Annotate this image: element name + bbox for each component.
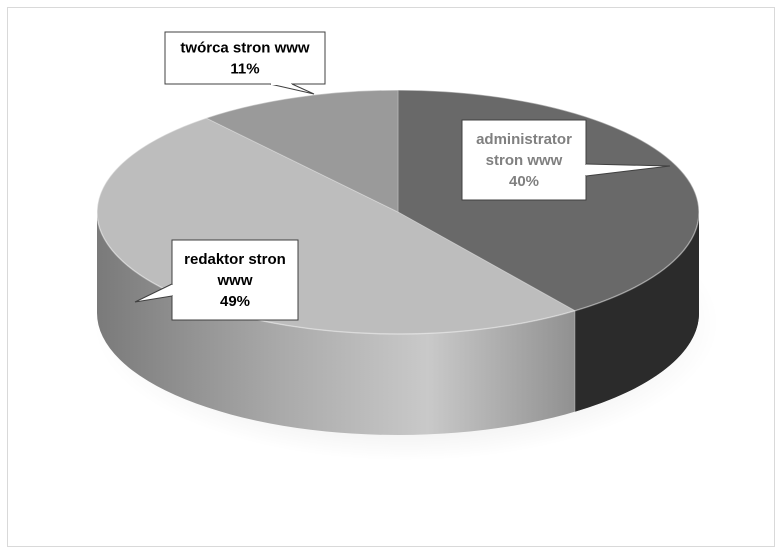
data-label-category: redaktor stron [184, 251, 286, 268]
slice-tworca [204, 89, 399, 213]
data-label-category: stron www [486, 152, 563, 169]
callout-pointer [585, 163, 671, 177]
pie-rim [96, 89, 700, 335]
data-label-value: 11% [230, 61, 259, 78]
callout-pointer [269, 83, 315, 95]
data-label-category: administrator [476, 131, 572, 148]
callout-box [164, 31, 326, 85]
label-redaktor: redaktor stron www 49% [134, 239, 299, 321]
pie-side-wall [97, 212, 699, 435]
data-label-value: 40% [509, 173, 539, 190]
data-label-category: twórca stron www [180, 40, 310, 57]
label-administrator: administrator stron www 40% [461, 119, 671, 201]
callout-pointer [134, 283, 173, 303]
data-label-value: 49% [220, 293, 250, 310]
label-tworca: twórca stron www 11% [164, 31, 326, 95]
data-label-category: www [216, 272, 252, 289]
callout-box [461, 119, 587, 201]
slice-side-administrator [574, 212, 699, 412]
